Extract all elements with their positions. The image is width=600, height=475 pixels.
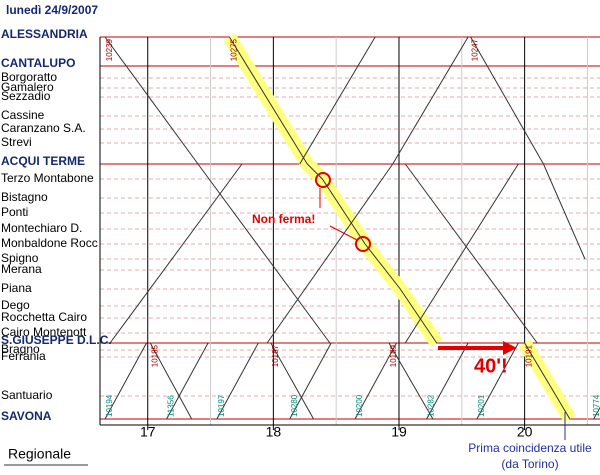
train-line bbox=[404, 163, 519, 344]
station-label: Terzo Montabone bbox=[1, 171, 94, 185]
train-number: 10185 bbox=[150, 344, 159, 367]
station-label: ALESSANDRIA bbox=[1, 27, 88, 41]
train-number: 10774 bbox=[592, 394, 600, 417]
train-number: 10275 bbox=[230, 38, 239, 61]
train-line bbox=[289, 342, 332, 420]
train-number: 10282 bbox=[427, 394, 436, 417]
annotation: Prima coincidenza utile bbox=[468, 441, 592, 455]
train-number: 10239 bbox=[105, 38, 114, 61]
chart-title: lunedì 24/9/2007 bbox=[6, 3, 98, 17]
train-number: 10280 bbox=[290, 394, 299, 417]
station-label: Caranzano S.A. bbox=[1, 121, 86, 135]
train-number: 10194 bbox=[105, 394, 114, 417]
stop-marker bbox=[355, 236, 371, 252]
station-label: Borgoratto bbox=[1, 70, 57, 84]
train-number: 10191 bbox=[525, 344, 534, 367]
station-label: Strevi bbox=[1, 135, 32, 149]
train-line bbox=[104, 36, 331, 344]
train-line bbox=[470, 36, 586, 260]
train-line bbox=[266, 36, 469, 344]
train-line bbox=[166, 342, 209, 420]
station-label: ACQUI TERME bbox=[1, 154, 85, 168]
pointer bbox=[329, 225, 358, 241]
station-label: Cairo Montenott bbox=[1, 325, 87, 339]
x-tick-label: 18 bbox=[266, 424, 282, 440]
train-lines bbox=[104, 36, 600, 420]
station-label: Merana bbox=[1, 262, 42, 276]
train-line bbox=[354, 342, 397, 420]
station-label: CANTALUPO bbox=[1, 56, 75, 70]
station-label: Ponti bbox=[1, 205, 28, 219]
station-label: Sezzadio bbox=[1, 89, 51, 103]
station-label: Santuario bbox=[1, 388, 53, 402]
station-label: SAVONA bbox=[1, 409, 52, 423]
train-line bbox=[299, 36, 376, 165]
train-number: 10187 bbox=[271, 344, 280, 367]
train-line bbox=[388, 342, 434, 420]
train-number: 10201 bbox=[477, 394, 486, 417]
annotation: Non ferma! bbox=[252, 212, 315, 226]
train-number: 10200 bbox=[355, 394, 364, 417]
train-line bbox=[524, 342, 571, 420]
station-label: Bistagno bbox=[1, 190, 48, 204]
station-label: Spigno bbox=[1, 251, 39, 265]
train-line bbox=[228, 36, 438, 344]
x-tick-label: 19 bbox=[391, 424, 407, 440]
station-label: Bragno bbox=[1, 342, 40, 356]
station-label: Monbaldone Rocc bbox=[1, 236, 98, 250]
train-number: 10189 bbox=[389, 344, 398, 367]
station-label: Cassine bbox=[1, 108, 45, 122]
grid bbox=[99, 36, 600, 430]
train-line bbox=[426, 342, 469, 420]
x-tick-label: 20 bbox=[517, 424, 533, 440]
train-line bbox=[149, 342, 193, 420]
train-number: 10197 bbox=[217, 394, 226, 417]
station-label: S.GIUSEPPE D.L.C. bbox=[1, 333, 112, 347]
train-number: 10247 bbox=[471, 38, 480, 61]
train-line bbox=[109, 163, 243, 344]
legend-label: Regionale bbox=[8, 446, 71, 462]
train-line bbox=[476, 342, 519, 420]
station-label: Piana bbox=[1, 281, 32, 295]
station-label: Rocchetta Cairo bbox=[1, 310, 87, 324]
train-line bbox=[216, 342, 259, 420]
labels: ALESSANDRIA CANTALUPOBorgorattoGamaleroSe… bbox=[1, 27, 600, 440]
station-label: Dego bbox=[1, 298, 30, 312]
station-label: Ferrania bbox=[1, 349, 46, 363]
train-line bbox=[270, 342, 315, 420]
annotation: 40'! bbox=[474, 355, 508, 377]
stop-marker bbox=[315, 172, 331, 188]
train-number: 11356 bbox=[167, 395, 176, 417]
station-label: Montechiaro D. bbox=[1, 221, 82, 235]
station-label: Gamalero bbox=[1, 80, 54, 94]
x-tick-label: 17 bbox=[140, 424, 156, 440]
annotation: (da Torino) bbox=[501, 457, 558, 471]
train-line bbox=[404, 163, 538, 344]
train-line bbox=[104, 342, 147, 420]
arrow-head bbox=[503, 341, 517, 355]
